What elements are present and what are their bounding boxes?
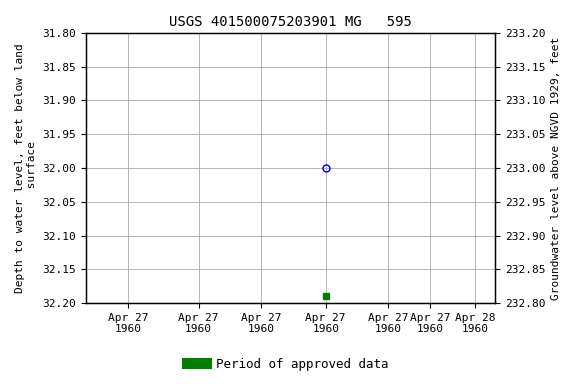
Y-axis label: Groundwater level above NGVD 1929, feet: Groundwater level above NGVD 1929, feet: [551, 36, 561, 300]
Y-axis label: Depth to water level, feet below land
 surface: Depth to water level, feet below land su…: [15, 43, 37, 293]
Title: USGS 401500075203901 MG   595: USGS 401500075203901 MG 595: [169, 15, 412, 29]
Legend: Period of approved data: Period of approved data: [183, 353, 393, 376]
